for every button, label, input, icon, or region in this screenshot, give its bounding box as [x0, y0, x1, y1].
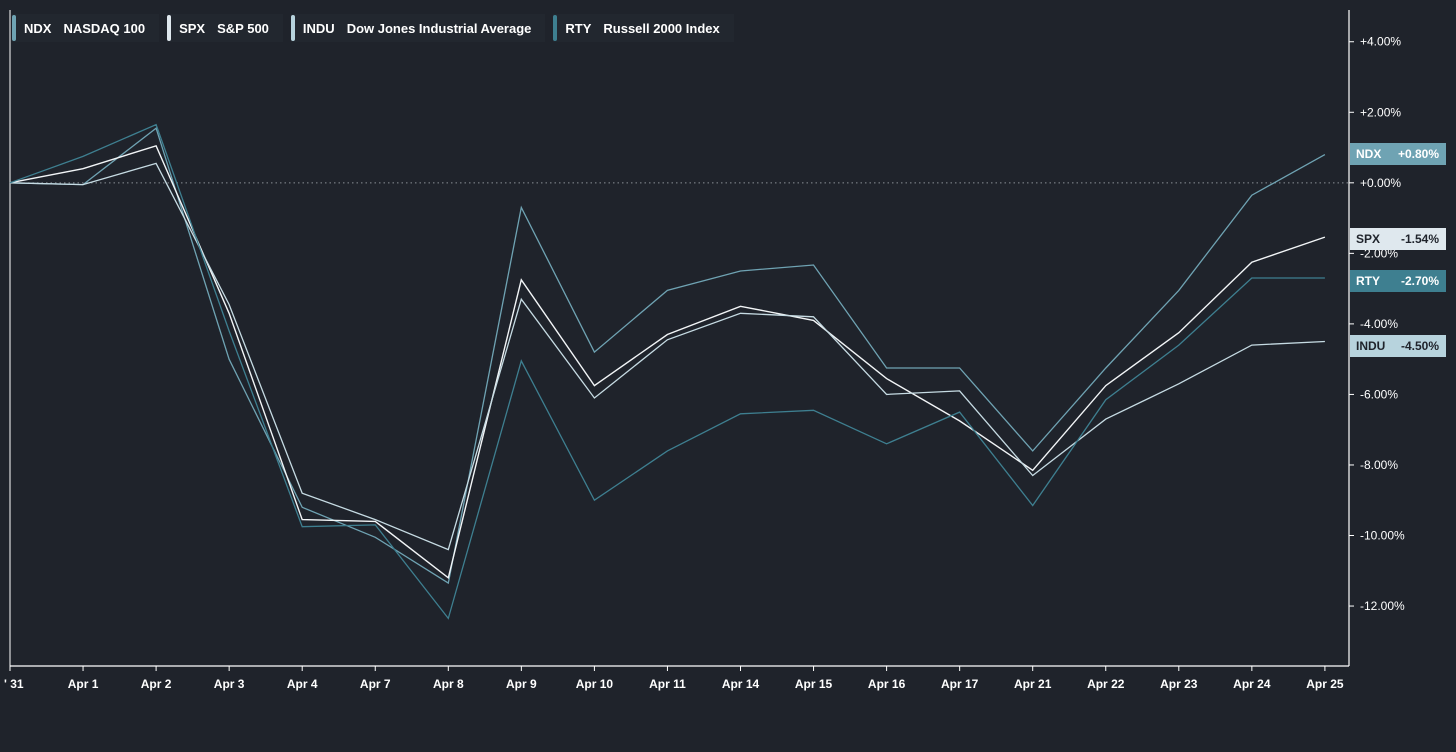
legend-code: RTY — [565, 20, 592, 36]
x-tick-label: Apr 10 — [576, 677, 614, 691]
x-tick-label: Apr 23 — [1160, 677, 1198, 691]
x-tick-label: Apr 8 — [433, 677, 464, 691]
y-tick-label: -6.00% — [1360, 387, 1398, 401]
legend-swatch-indu — [290, 15, 295, 41]
legend: NDX NASDAQ 100 SPX S&P 500 INDU Dow Jone… — [12, 14, 734, 42]
x-tick-label: Apr 17 — [941, 677, 979, 691]
end-tag-spx: SPX -1.54% — [1350, 228, 1446, 250]
end-tag-value: -1.54% — [1400, 232, 1439, 246]
legend-swatch-spx — [167, 15, 172, 41]
x-tick-label: ' 31 — [4, 677, 24, 691]
axes: +4.00%+2.00%+0.00%-2.00%-4.00%-6.00%-8.0… — [4, 10, 1405, 691]
x-tick-label: Apr 21 — [1014, 677, 1052, 691]
series-line-ndx — [9, 127, 1326, 585]
end-tag-rty: RTY -2.70% — [1350, 270, 1446, 292]
x-tick-label: Apr 15 — [795, 677, 833, 691]
x-tick-label: Apr 16 — [868, 677, 906, 691]
legend-swatch-ndx — [12, 15, 16, 41]
legend-label: S&P 500 — [217, 20, 269, 36]
series-line-rty — [9, 123, 1325, 620]
end-tag-value: +0.80% — [1397, 147, 1439, 161]
x-tick-label: Apr 3 — [214, 677, 245, 691]
series-line-spx — [9, 144, 1326, 580]
legend-label: Dow Jones Industrial Average — [346, 20, 532, 36]
x-tick-label: Apr 25 — [1306, 677, 1344, 691]
x-tick-label: Apr 4 — [287, 677, 318, 691]
y-tick-label: -12.00% — [1360, 599, 1405, 613]
y-tick-label: +4.00% — [1360, 35, 1401, 49]
legend-item-ndx[interactable]: NDX NASDAQ 100 — [12, 14, 160, 42]
legend-code: SPX — [179, 20, 206, 36]
end-tag-code: INDU — [1356, 339, 1386, 353]
end-tag-code: NDX — [1356, 147, 1382, 161]
legend-label: NASDAQ 100 — [63, 20, 146, 36]
y-tick-label: +0.00% — [1360, 176, 1401, 190]
legend-item-spx[interactable]: SPX S&P 500 — [167, 14, 283, 42]
legend-item-indu[interactable]: INDU Dow Jones Industrial Average — [290, 14, 546, 42]
x-tick-label: Apr 1 — [68, 677, 99, 691]
x-tick-label: Apr 14 — [722, 677, 760, 691]
end-tag-value: -4.50% — [1400, 339, 1439, 353]
x-tick-label: Apr 2 — [141, 677, 172, 691]
legend-item-rty[interactable]: RTY Russell 2000 Index — [553, 14, 734, 42]
y-tick-label: -8.00% — [1360, 458, 1398, 472]
plot-area — [9, 123, 1326, 620]
y-tick-label: -10.00% — [1360, 529, 1405, 543]
end-tag-value: -2.70% — [1400, 274, 1439, 288]
end-tag-code: SPX — [1356, 232, 1381, 246]
legend-code: NDX — [24, 20, 52, 36]
x-tick-label: Apr 7 — [360, 677, 391, 691]
series-line-indu — [9, 162, 1325, 551]
end-tag-ndx: NDX +0.80% — [1350, 143, 1446, 165]
end-tag-indu: INDU -4.50% — [1350, 335, 1446, 357]
x-tick-label: Apr 22 — [1087, 677, 1125, 691]
x-tick-label: Apr 11 — [649, 677, 686, 691]
y-tick-label: -4.00% — [1360, 317, 1398, 331]
legend-label: Russell 2000 Index — [603, 20, 720, 36]
end-tag-code: RTY — [1356, 274, 1380, 288]
x-tick-label: Apr 24 — [1233, 677, 1271, 691]
legend-swatch-rty — [553, 15, 558, 41]
y-tick-label: +2.00% — [1360, 105, 1401, 119]
x-tick-label: Apr 9 — [506, 677, 537, 691]
legend-code: INDU — [302, 20, 335, 36]
